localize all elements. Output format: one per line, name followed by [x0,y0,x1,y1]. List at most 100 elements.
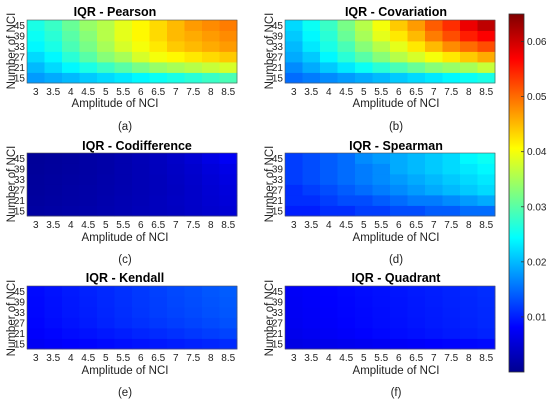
panel-d-cell [407,184,426,196]
panel-e-cell [149,317,168,329]
panel-e-cell [132,296,150,308]
panel-f-cell [390,328,408,339]
panel-a-x-tick-label: 5.5 [116,87,130,98]
panel-e-cell [202,307,220,318]
colorbar-gradient [508,13,525,373]
panel-e-cell [44,338,63,350]
panel-e-cell [132,307,150,318]
panel-b-y-tick-label: 27 [272,52,284,63]
panel-e-x-tick-label: 8 [208,353,214,364]
panel-c-cell [149,163,168,175]
panel-f-cell [425,338,443,350]
panel-a-cell [202,51,220,63]
panel-e-cell [44,317,63,329]
panel-a-cell [184,62,203,73]
panel-b-cell [372,72,391,84]
panel-d-cell [355,174,373,185]
panel-c-cell [27,184,45,196]
panel-f-cell [337,286,356,297]
panel-f-cell [390,307,408,318]
panel-e-cell [97,338,115,350]
panel-c-cell [27,174,45,185]
panel-c-x-tick-label: 3 [33,220,39,231]
panel-f-cell [320,286,338,297]
panel-e-cell [62,307,80,318]
panel-d-cell [425,195,443,206]
panel-c-cell [202,195,220,206]
panel-a-cell [97,20,115,31]
panel-e-cell [184,307,203,318]
panel-c-cell [44,153,63,164]
panel-f-y-tick-label: 27 [272,318,284,329]
panel-f-cell [407,286,426,297]
panel-e-y-tick-label: 33 [14,308,26,319]
panel-e-cell [114,296,133,308]
panel-a-cell [79,30,98,42]
panel-b-x-tick-label: 3.5 [304,87,318,98]
panel-c-heatmap-cells [27,153,238,217]
panel-a-x-axis-label: Amplitude of NCI [72,98,159,110]
panel-b-cell [460,51,478,63]
panel-e-x-tick-label: 5.5 [116,353,130,364]
panel-a-x-ticks: 3 3.5 4 4.5 5 5.5 6 6.5 7 7.5 8 8.5 [33,87,236,98]
panel-e-cell [167,286,185,297]
panel-b-cell [407,51,426,63]
panel-d-y-tick-label: 45 [272,154,284,165]
panel-b-x-tick-label: 7.5 [444,87,458,98]
panel-a-cell [27,30,45,42]
panel-f-heatmap-cells [285,286,496,350]
panel-a-cell [44,41,63,52]
panel-c-cell [219,163,238,175]
panel-f-cell [477,296,496,308]
panel-b-x-ticks: 3 3.5 4 4.5 5 5.5 6 6.5 7 7.5 8 8.5 [291,87,494,98]
panel-f-cell [460,307,478,318]
panel-c-cell [27,153,45,164]
panel-d-y-axis-label: Number of NCI [264,146,276,223]
panel-e-x-tick-label: 7.5 [186,353,200,364]
panel-e-cell [202,286,220,297]
panel-e-cell [114,338,133,350]
panel-c-y-tick-label: 27 [14,185,26,196]
panel-e-cell [97,286,115,297]
panel-e-cell [219,296,238,308]
panel-c-cell [97,195,115,206]
panel-b-cell [355,20,373,31]
panel-c-cell [219,184,238,196]
panel-a-cell [79,72,98,84]
panel-a-cell [114,72,133,84]
panel-b-cell [372,20,391,31]
panel-e-cell [79,307,98,318]
panel-b-cell [337,30,356,42]
panel-b-cell [302,20,321,31]
panel-c-x-tick-label: 4 [68,220,74,231]
panel-c-cell [167,174,185,185]
panel-a-cell [44,30,63,42]
panel-d-cell [425,184,443,196]
panel-b-cell [460,72,478,84]
panel-c-cell [202,184,220,196]
panel-e-y-tick-label: 21 [14,329,26,340]
panel-d-cell [355,163,373,175]
panel-a-cell [97,72,115,84]
panel-c-plot-frame [26,152,238,217]
panel-c-cell [184,163,203,175]
panel-f-cell [302,307,321,318]
panel-d-x-tick-label: 5 [361,220,367,231]
panel-b-cell [442,41,461,52]
panel-f-y-axis-label: Number of NCI [264,280,276,357]
panel-f-x-tick-label: 8.5 [479,353,493,364]
panel-c-cell [202,174,220,185]
panel-f-cell [390,338,408,350]
panel-c-cell [44,163,63,175]
panel-f-cell [460,338,478,350]
panel-e-cell [97,328,115,339]
panel-d-cell [460,184,478,196]
panel-d-cell [355,153,373,164]
panel-d-x-tick-label: 4 [326,220,332,231]
panel-b-cell [407,30,426,42]
panel-b-y-axis-label: Number of NCI [264,13,276,90]
